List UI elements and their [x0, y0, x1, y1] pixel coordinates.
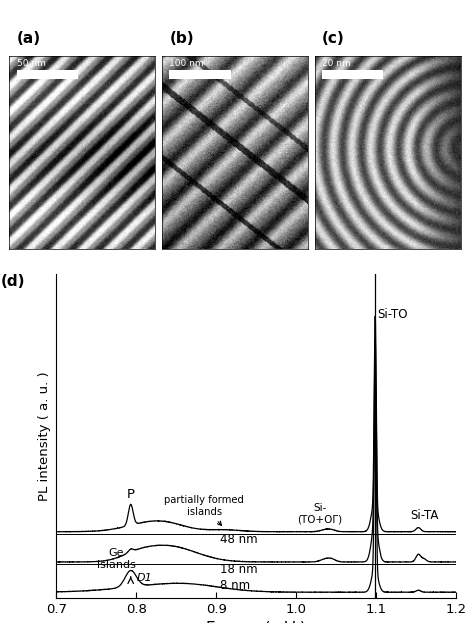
Text: D1: D1: [136, 573, 152, 583]
Text: (d): (d): [0, 274, 25, 289]
Y-axis label: PL intensity ( a. u. ): PL intensity ( a. u. ): [38, 371, 51, 501]
Text: (c): (c): [322, 31, 345, 47]
Text: 20 nm: 20 nm: [322, 59, 351, 68]
Text: Si-TO: Si-TO: [377, 308, 408, 321]
Text: 18 nm: 18 nm: [220, 563, 258, 576]
Bar: [17, 70, 78, 79]
Text: 100 nm: 100 nm: [169, 59, 204, 68]
Text: Si-TA: Si-TA: [410, 509, 439, 522]
Text: 48 nm: 48 nm: [220, 533, 258, 546]
Text: (b): (b): [169, 31, 194, 47]
Text: 8 nm: 8 nm: [220, 579, 251, 592]
Text: Si-
(TO+OΓ): Si- (TO+OΓ): [298, 503, 343, 525]
Text: (a): (a): [17, 31, 41, 47]
X-axis label: Energy ( eV ): Energy ( eV ): [206, 622, 306, 623]
Bar: [322, 70, 384, 79]
Bar: [169, 70, 231, 79]
Text: partially formed
islands: partially formed islands: [164, 495, 244, 525]
Text: 50 nm: 50 nm: [17, 59, 46, 68]
Text: Ge
islands: Ge islands: [97, 548, 136, 570]
Text: P: P: [127, 488, 135, 501]
